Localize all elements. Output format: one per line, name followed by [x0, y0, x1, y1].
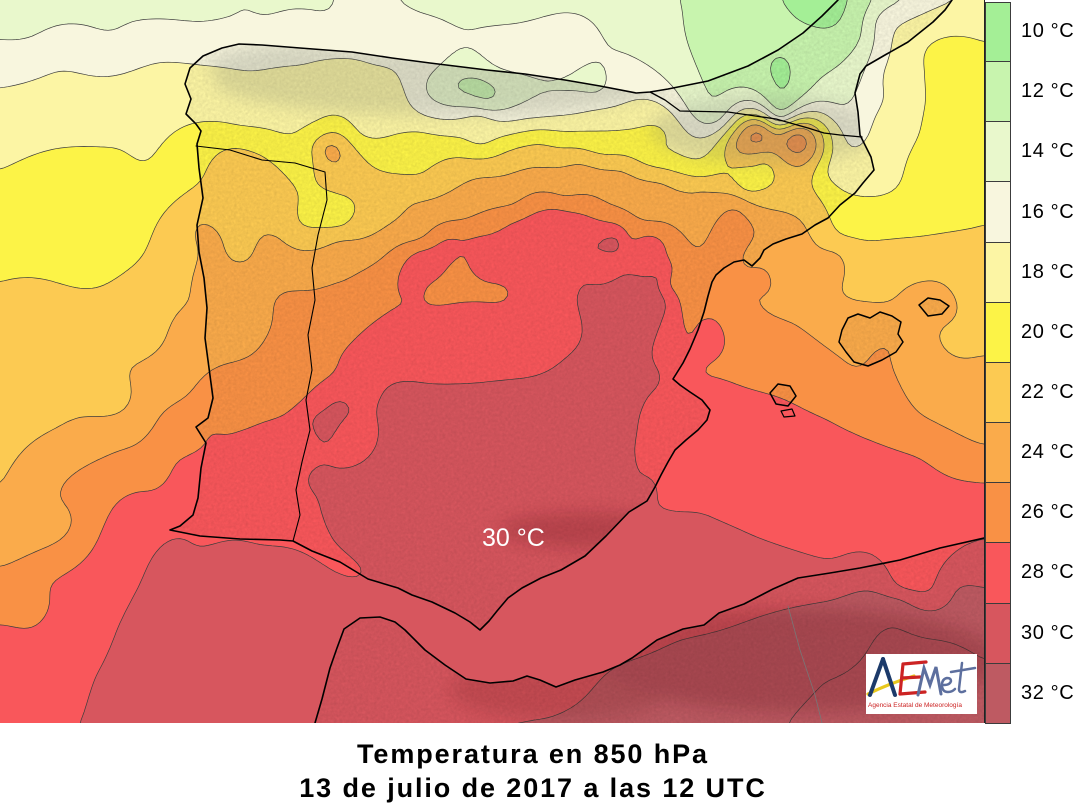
svg-text:Agencia Estatal de Meteorologí: Agencia Estatal de Meteorología: [868, 702, 962, 709]
svg-text:30 °C: 30 °C: [482, 524, 545, 552]
